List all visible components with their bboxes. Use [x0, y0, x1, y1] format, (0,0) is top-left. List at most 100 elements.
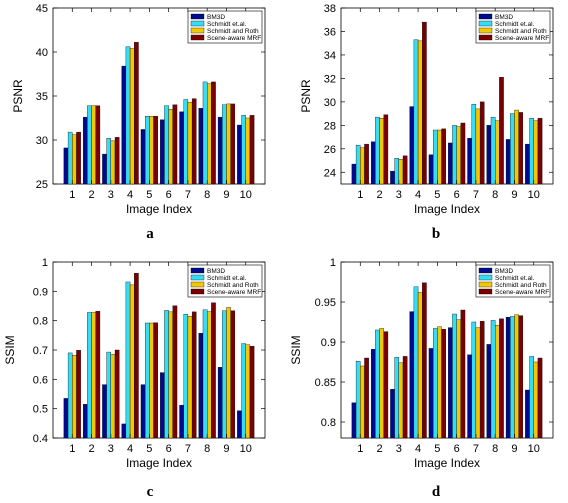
bar — [495, 120, 500, 185]
bar — [422, 21, 427, 185]
bar — [76, 350, 81, 439]
legend-swatch — [478, 281, 493, 288]
bar — [505, 317, 511, 439]
bar — [432, 129, 438, 185]
bar — [490, 320, 496, 439]
x-tick-label: 8 — [204, 189, 210, 201]
bar — [529, 118, 534, 185]
legend-label: Schmidt and Roth — [495, 28, 547, 35]
bar — [245, 117, 251, 185]
bar — [164, 310, 169, 439]
bar — [249, 346, 255, 439]
bar — [191, 311, 197, 439]
bar — [82, 116, 88, 185]
bar — [129, 284, 135, 439]
legend-swatch — [190, 20, 205, 27]
bar — [153, 322, 158, 439]
bar — [402, 356, 408, 439]
bar — [114, 349, 120, 439]
bar — [144, 116, 150, 185]
x-tick-label: 9 — [223, 443, 229, 455]
bar — [249, 115, 255, 185]
x-tick-label: 2 — [376, 189, 382, 201]
x-tick-label: 6 — [166, 189, 172, 201]
bar — [437, 326, 442, 439]
bar — [202, 309, 208, 439]
bar — [102, 153, 107, 185]
x-tick-label: 1 — [357, 443, 363, 455]
x-tick-label: 4 — [415, 443, 421, 455]
bar — [379, 118, 384, 185]
bar — [222, 310, 227, 439]
bar — [63, 147, 69, 185]
legend-swatch — [190, 281, 205, 288]
bar — [417, 40, 423, 185]
bar — [452, 125, 457, 185]
bar — [460, 309, 466, 439]
bar — [437, 129, 442, 185]
bar — [409, 106, 415, 185]
x-tick-label: 8 — [204, 443, 210, 455]
bar — [409, 311, 415, 439]
y-tick-label: 24 — [324, 167, 336, 179]
x-tick-label: 5 — [434, 443, 440, 455]
bar — [537, 357, 543, 439]
x-tick-label: 7 — [473, 443, 479, 455]
x-tick-label: 3 — [108, 189, 114, 201]
bar — [67, 352, 73, 439]
bar — [125, 46, 131, 185]
x-tick-label: 6 — [166, 443, 172, 455]
bar — [351, 402, 357, 439]
bar — [441, 128, 446, 185]
y-tick-label: 32 — [324, 73, 336, 85]
chart-panel-d: 0.8 0.85 0.9 0.95 1 1 2 3 4 5 6 7 8 9 10 Image Index SSI… — [289, 257, 554, 500]
bar — [187, 101, 193, 185]
bar — [172, 305, 178, 439]
bar — [183, 314, 189, 439]
bar — [168, 109, 174, 185]
panel-letter: b — [432, 226, 440, 242]
bar — [134, 272, 139, 439]
bar — [226, 307, 231, 439]
bar — [471, 104, 477, 185]
y-tick-label: 30 — [324, 97, 336, 109]
bar — [217, 367, 223, 439]
bar — [505, 139, 511, 185]
y-tick-label: 40 — [36, 47, 48, 59]
bar — [237, 410, 242, 439]
bar — [202, 81, 208, 185]
bar — [499, 77, 504, 185]
x-axis-label: Image Index — [414, 202, 480, 216]
bar — [479, 101, 485, 185]
y-tick-label: 0.4 — [33, 433, 48, 445]
bar — [211, 302, 216, 439]
bar — [198, 108, 204, 185]
bar — [140, 129, 146, 185]
x-tick-label: 7 — [473, 189, 479, 201]
legend-swatch — [478, 34, 493, 41]
bar — [467, 354, 472, 439]
bar — [230, 103, 236, 185]
legend-swatch — [190, 13, 205, 20]
bar — [398, 362, 404, 439]
bar — [198, 333, 204, 439]
x-tick-label: 3 — [396, 443, 402, 455]
y-tick-label: 34 — [324, 50, 336, 62]
bar — [207, 311, 212, 439]
chart-panel-c: 0.4 0.5 0.6 0.7 0.8 0.9 1 1 2 3 4 5 6 7 8 9 10 Image Inde… — [3, 257, 266, 500]
bar — [375, 116, 380, 185]
x-tick-label: 4 — [127, 189, 133, 201]
bar — [121, 423, 127, 439]
bar — [452, 313, 457, 439]
bar — [428, 154, 434, 185]
bar — [87, 312, 92, 439]
bar — [486, 125, 492, 185]
bar — [413, 286, 419, 439]
bar — [160, 372, 165, 439]
bar — [379, 328, 384, 439]
legend-swatch — [478, 27, 493, 34]
legend-label: Schmidt et.al. — [207, 21, 247, 28]
legend-swatch — [478, 274, 493, 281]
bar — [172, 104, 178, 185]
